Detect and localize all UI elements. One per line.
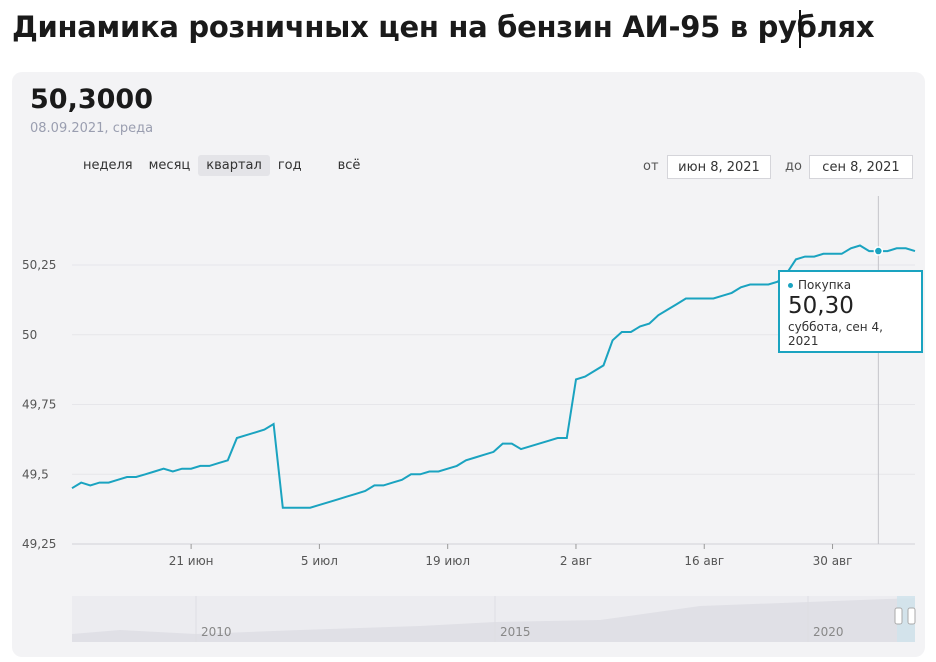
y-tick-label: 49,75	[22, 398, 56, 412]
range-year-button[interactable]: год	[277, 158, 302, 173]
page-title: Динамика розничных цен на бензин АИ-95 в…	[12, 10, 875, 44]
date-from-input[interactable]: июн 8, 2021	[667, 155, 771, 179]
navigator-handle-right	[907, 607, 916, 625]
x-tick-label: 19 июл	[425, 554, 470, 568]
x-tick-label: 30 авг	[813, 554, 853, 568]
chart-grid	[72, 264, 915, 545]
tooltip-series-label: Покупка	[798, 278, 852, 292]
range-all-button[interactable]: всё	[337, 158, 361, 173]
x-tick-label: 21 июн	[169, 554, 214, 568]
y-tick-label: 49,25	[22, 537, 56, 551]
tooltip-date: суббота, сен 4, 2021	[788, 320, 883, 348]
x-axis-ticks: 21 июн 5 июл 19 июл 2 авг 16 авг 30 авг	[169, 544, 853, 568]
chart-card	[12, 72, 925, 657]
date-from-label: от	[643, 159, 659, 174]
y-axis-ticks: 50,25 50 49,75 49,5 49,25	[22, 258, 56, 551]
date-to-label: до	[785, 159, 802, 174]
chart-tooltip: Покупка 50,30 суббота, сен 4, 2021	[778, 270, 923, 353]
navigator-year-label: 2020	[813, 625, 844, 639]
range-week-button[interactable]: неделя	[83, 158, 133, 173]
tooltip-series: Покупка	[788, 278, 913, 292]
series-dot-icon	[788, 282, 793, 288]
current-date: 08.09.2021, среда	[30, 121, 154, 136]
text-cursor	[799, 10, 801, 48]
tooltip-value: 50,30	[788, 293, 854, 319]
y-tick-label: 49,5	[22, 467, 49, 481]
date-to-input[interactable]: сен 8, 2021	[809, 155, 913, 179]
x-tick-label: 5 июл	[301, 554, 338, 568]
hover-point	[873, 246, 884, 256]
y-tick-label: 50,25	[22, 258, 56, 272]
x-tick-label: 2 авг	[560, 554, 592, 568]
range-quarter-button[interactable]: квартал	[198, 155, 270, 176]
navigator: 2010 2015 2020	[72, 596, 916, 642]
navigator-year-label: 2010	[201, 625, 232, 639]
range-selector: неделя месяц квартал год всё	[75, 155, 368, 176]
price-line	[71, 244, 916, 509]
navigator-handle-left	[894, 607, 903, 625]
current-value: 50,3000	[30, 84, 153, 115]
y-tick-label: 50	[22, 328, 37, 342]
range-month-button[interactable]: месяц	[148, 158, 191, 173]
navigator-area	[72, 598, 915, 642]
x-tick-label: 16 авг	[684, 554, 724, 568]
navigator-year-label: 2015	[500, 625, 531, 639]
